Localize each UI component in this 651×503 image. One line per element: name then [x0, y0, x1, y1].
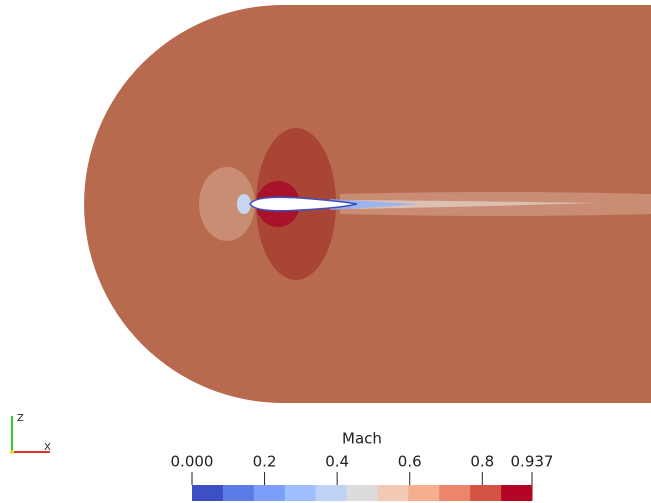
color-band — [377, 485, 409, 501]
color-band — [439, 485, 471, 501]
flow-field — [84, 5, 651, 403]
airfoil — [249, 196, 358, 212]
y-axis — [10, 450, 14, 454]
color-band — [315, 485, 348, 501]
tick-label: 0.937 — [511, 453, 554, 471]
z-label: Z — [17, 413, 24, 424]
tick-label: 0.000 — [171, 453, 214, 471]
tick-label: 0.8 — [470, 453, 494, 471]
tick-label: 0.6 — [398, 453, 422, 471]
color-band — [501, 485, 533, 501]
color-band — [408, 485, 440, 501]
wake-blue — [330, 199, 420, 210]
tick-label: 0.4 — [325, 453, 349, 471]
color-band — [222, 485, 255, 501]
color-band — [284, 485, 317, 501]
color-band — [346, 485, 378, 501]
color-band — [470, 485, 502, 501]
legend-title: Mach — [342, 430, 382, 448]
tick-label: 0.2 — [253, 453, 277, 471]
x-label: X — [44, 442, 51, 453]
color-legend: Mach 0.000 0.2 0.4 0.6 0.8 0.937 — [171, 430, 554, 501]
stagnation-zone — [199, 167, 255, 241]
stagnation-point — [237, 194, 251, 214]
wake-core — [350, 200, 600, 209]
color-band — [253, 485, 286, 501]
color-band — [192, 485, 224, 501]
axes-triad: Z X — [10, 413, 51, 454]
